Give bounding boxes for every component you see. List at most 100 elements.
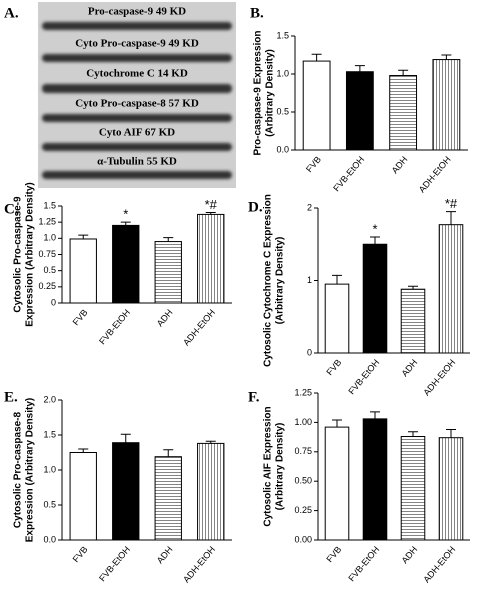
x-tick-label: ADH [399, 544, 419, 565]
bar [438, 437, 464, 541]
y-tick-label: 0.00 [294, 534, 312, 544]
error-bar [120, 433, 131, 443]
bar [154, 241, 182, 304]
y-tick-label: 2 [307, 202, 312, 212]
bar [112, 224, 140, 304]
y-tick-label: 0.25 [294, 505, 312, 515]
y-axis-label: (Arbitrary Density) [275, 237, 286, 325]
error-bar [370, 236, 380, 245]
panel-label: F. [248, 389, 260, 405]
error-bar [408, 431, 418, 437]
error-bar [370, 411, 380, 419]
blot-label: α-Tubulin 55 KD [97, 156, 177, 168]
x-tick-label: FVB [324, 357, 343, 377]
annotation: *# [205, 197, 218, 212]
y-tick-label: 1.25 [38, 217, 56, 227]
y-tick-label: 0 [51, 297, 56, 307]
annotation: * [372, 221, 377, 236]
y-axis-label: Expression (Arbitrary Density) [25, 398, 36, 543]
bar [362, 418, 388, 541]
x-tick-label: FVB-EtOH [97, 307, 132, 346]
y-axis-label: (Arbitrary Density) [275, 423, 286, 511]
y-tick-label: 1.00 [294, 417, 312, 427]
x-tick-label: ADH-EtOH [421, 357, 457, 397]
bar [302, 60, 331, 151]
y-tick-label: 0.0 [43, 534, 56, 544]
bar [112, 442, 140, 541]
error-bar [205, 440, 216, 444]
y-axis-label: Cytosolic AIF Expression [263, 406, 274, 526]
x-tick-label: FVB [71, 307, 90, 327]
y-tick-label: 0.75 [38, 249, 56, 259]
y-tick-label: 1.0 [43, 233, 56, 243]
y-tick-label: 1.0 [276, 68, 289, 78]
y-tick-label: 1.0 [43, 464, 56, 474]
x-tick-label: FVB-EtOH [346, 544, 381, 583]
x-tick-label: ADH-EtOH [417, 154, 453, 194]
y-tick-label: 1 [307, 275, 312, 285]
blot-label: Cyto Pro-caspase-8 57 KD [75, 98, 199, 110]
y-tick-label: 1.5 [276, 30, 289, 40]
error-bar [408, 285, 418, 290]
panel-label: D. [248, 199, 263, 215]
panel-label: A. [4, 5, 19, 21]
bar [400, 436, 426, 541]
bar [324, 426, 350, 541]
x-tick-label: ADH [390, 154, 410, 175]
x-tick-label: ADH [399, 357, 419, 378]
bar [362, 243, 388, 354]
error-bar [398, 69, 409, 76]
error-bar [332, 274, 342, 285]
y-tick-label: 0 [307, 347, 312, 357]
x-tick-label: ADH [155, 544, 175, 565]
bar [197, 442, 225, 541]
bar [389, 75, 418, 151]
y-tick-label: 0.50 [294, 476, 312, 486]
y-tick-label: 0.0 [276, 144, 289, 154]
blot-label: Cyto AIF 67 KD [99, 127, 175, 139]
x-tick-label: FVB [71, 544, 90, 564]
annotation: * [123, 207, 128, 222]
x-tick-label: ADH-EtOH [181, 307, 217, 347]
bar [197, 213, 225, 304]
blot-label: Cyto Pro-caspase-9 49 KD [75, 38, 199, 50]
bar [154, 456, 182, 541]
y-tick-label: 1.5 [43, 429, 56, 439]
blot-image [38, 2, 236, 188]
x-tick-label: ADH-EtOH [421, 544, 457, 584]
x-tick-label: FVB-EtOH [331, 154, 366, 193]
annotation: *# [445, 196, 458, 211]
error-bar [78, 234, 89, 239]
bar [400, 288, 426, 354]
bar [345, 71, 374, 151]
panel-label: E. [4, 389, 18, 405]
bar [69, 452, 97, 541]
y-tick-label: 0.5 [276, 106, 289, 116]
y-tick-label: 0.75 [294, 446, 312, 456]
error-bar [441, 54, 452, 60]
error-bar [446, 428, 456, 438]
error-bar [120, 221, 131, 226]
x-tick-label: FVB [304, 154, 323, 174]
error-bar [311, 53, 322, 62]
y-tick-label: 1.25 [294, 387, 312, 397]
y-axis-label: Pro-caspase-9 Expression [253, 30, 264, 155]
x-tick-label: ADH-EtOH [181, 544, 217, 584]
y-tick-label: 0.5 [43, 265, 56, 275]
y-axis-label: (Arbitrary Density) [265, 49, 276, 137]
error-bar [332, 419, 342, 428]
error-bar [205, 211, 216, 215]
y-tick-label: 0.25 [38, 281, 56, 291]
y-tick-label: 2.0 [43, 394, 56, 404]
y-tick-label: 0.5 [43, 499, 56, 509]
bar [324, 283, 350, 354]
blot-label: Pro-caspase-9 49 KD [88, 6, 186, 18]
x-tick-label: FVB-EtOH [97, 544, 132, 583]
blot-label: Cytochrome C 14 KD [86, 68, 188, 80]
bar [438, 224, 464, 354]
y-tick-label: 1.5 [43, 200, 56, 210]
error-bar [354, 65, 365, 72]
error-bar [78, 448, 89, 453]
x-tick-label: FVB [324, 544, 343, 564]
